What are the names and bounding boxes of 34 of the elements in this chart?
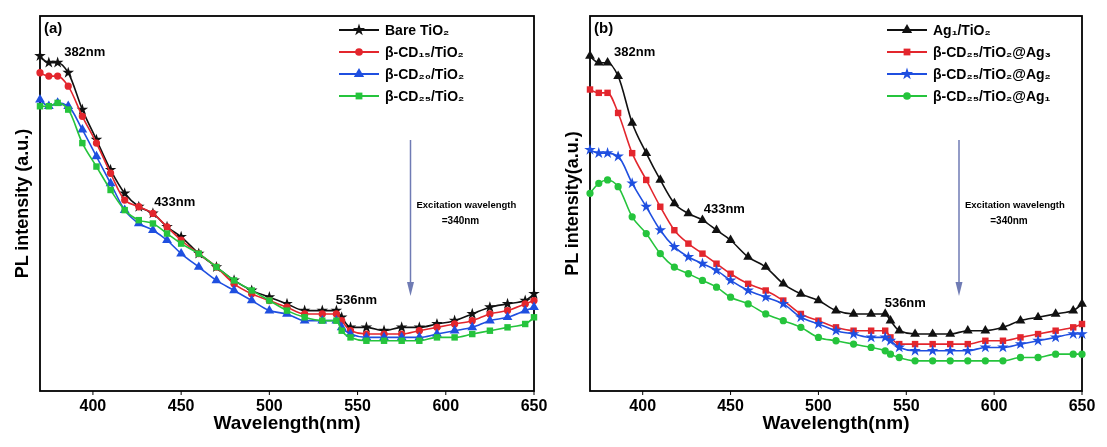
annotation: 382nm (614, 43, 656, 59)
annotation: 536nm (335, 291, 378, 307)
annotation: 433nm (154, 194, 196, 210)
legend-label: Ag₁/TiO₂ (933, 22, 991, 38)
legend-label: β-CD₂₅/TiO₂@Ag₂ (933, 66, 1051, 82)
annotation: Excitation wavelength =340nm (416, 199, 517, 226)
legend-label: Bare TiO₂ (385, 22, 450, 38)
legend-label: β-CD₂₅/TiO₂ (385, 88, 465, 104)
x-tick-label: 450 (717, 397, 745, 414)
y-axis-title: PL intensity (a.u.) (12, 128, 32, 279)
legend-label: β-CD₂₀/TiO₂ (385, 66, 465, 82)
x-tick-label: 450 (167, 397, 195, 414)
x-tick-label: 550 (892, 397, 920, 414)
x-tick-label: 500 (805, 397, 832, 414)
x-tick-label: 650 (1068, 397, 1096, 414)
y-axis-title: PL intensity(a.u.) (562, 131, 582, 276)
legend-label: β-CD₂₅/TiO₂@Ag₁ (933, 88, 1051, 104)
x-tick-label: 600 (980, 397, 1008, 414)
annotation: Excitation wavelength =340nm (965, 199, 1065, 226)
x-tick-label: 650 (520, 397, 548, 414)
x-tick-label: 500 (256, 397, 283, 414)
x-axis-title: Wavelength(nm) (762, 412, 910, 433)
annotation: 536nm (884, 294, 926, 310)
annotation: 433nm (703, 201, 745, 217)
x-tick-label: 400 (629, 397, 657, 414)
x-tick-label: 550 (344, 397, 372, 414)
annotation: 382nm (64, 43, 106, 59)
legend-label: β-CD₂₅/TiO₂@Ag₃ (933, 44, 1052, 60)
chart-title: (a) (44, 19, 63, 36)
legend-label: β-CD₁₅/TiO₂ (385, 44, 464, 60)
x-tick-label: 400 (79, 397, 107, 414)
x-axis-title: Wavelength(nm) (213, 412, 361, 433)
chart-title: (b) (594, 19, 614, 36)
x-tick-label: 600 (432, 397, 460, 414)
